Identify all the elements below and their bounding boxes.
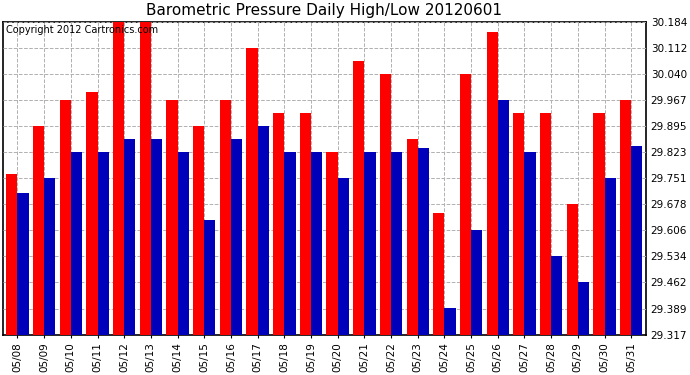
Bar xyxy=(444,308,455,335)
Bar xyxy=(540,113,551,335)
Bar xyxy=(497,100,509,335)
Bar xyxy=(204,220,215,335)
Bar xyxy=(593,113,604,335)
Bar xyxy=(433,213,444,335)
Bar xyxy=(33,126,44,335)
Bar xyxy=(391,152,402,335)
Bar xyxy=(124,139,135,335)
Bar xyxy=(44,178,55,335)
Bar xyxy=(417,148,429,335)
Bar xyxy=(326,152,337,335)
Bar xyxy=(631,146,642,335)
Bar xyxy=(620,100,631,335)
Bar xyxy=(151,139,162,335)
Bar xyxy=(513,113,524,335)
Bar xyxy=(193,126,204,335)
Bar xyxy=(578,282,589,335)
Bar xyxy=(353,61,364,335)
Bar xyxy=(406,139,417,335)
Bar xyxy=(139,22,151,335)
Bar xyxy=(284,152,295,335)
Bar xyxy=(524,152,535,335)
Bar xyxy=(59,100,71,335)
Bar xyxy=(299,113,311,335)
Bar xyxy=(113,22,124,335)
Bar xyxy=(337,178,349,335)
Bar xyxy=(17,193,29,335)
Bar xyxy=(257,126,269,335)
Title: Barometric Pressure Daily High/Low 20120601: Barometric Pressure Daily High/Low 20120… xyxy=(146,3,502,18)
Bar xyxy=(86,92,97,335)
Bar xyxy=(471,230,482,335)
Bar xyxy=(246,48,257,335)
Bar xyxy=(364,152,375,335)
Bar xyxy=(486,32,497,335)
Bar xyxy=(97,152,109,335)
Bar xyxy=(604,178,615,335)
Bar xyxy=(219,100,231,335)
Bar xyxy=(311,152,322,335)
Bar xyxy=(551,256,562,335)
Bar xyxy=(231,139,242,335)
Bar xyxy=(177,152,189,335)
Bar xyxy=(6,174,17,335)
Text: Copyright 2012 Cartronics.com: Copyright 2012 Cartronics.com xyxy=(6,25,158,35)
Bar xyxy=(566,204,578,335)
Bar xyxy=(460,74,471,335)
Bar xyxy=(166,100,177,335)
Bar xyxy=(273,113,284,335)
Bar xyxy=(380,74,391,335)
Bar xyxy=(71,152,82,335)
